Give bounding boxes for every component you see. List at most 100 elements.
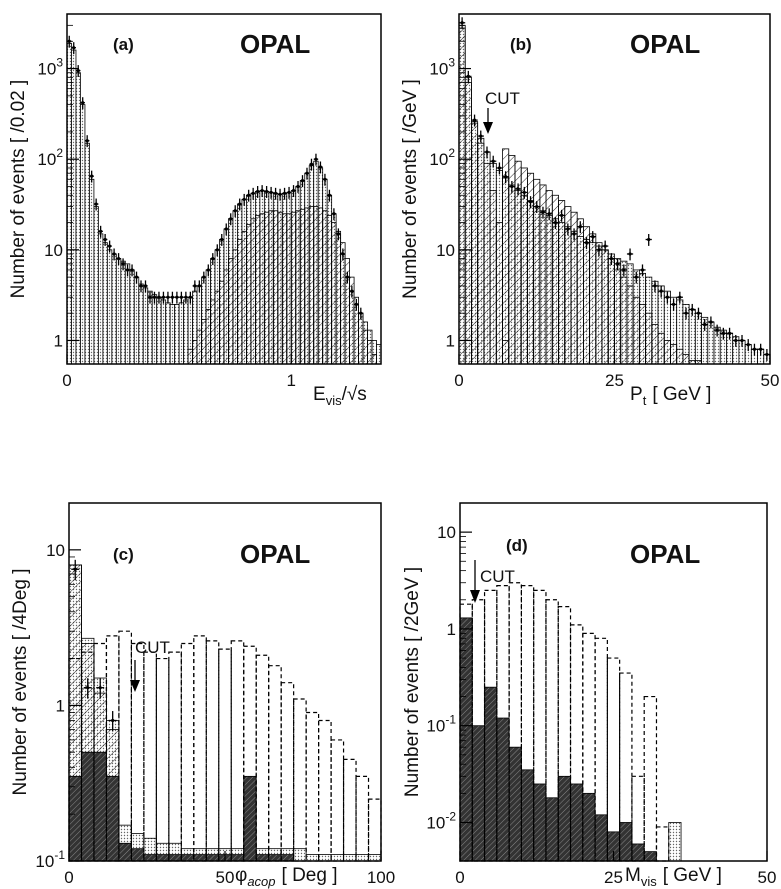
panel-b-data-point xyxy=(589,231,596,243)
panel-a-bin-hatched xyxy=(201,319,207,365)
panel-c-data-point xyxy=(108,711,117,732)
panel-b-data-point xyxy=(502,171,509,184)
panel-c-bin-dotted xyxy=(330,854,344,862)
panel-a-data-point xyxy=(143,280,148,293)
panel-b-data-point xyxy=(651,280,659,293)
panel-c-xtick-label: 50 xyxy=(216,868,235,887)
panel-d-xtick-label: 0 xyxy=(455,868,464,887)
panel-d-ytick-label: 10-1 xyxy=(426,713,456,736)
panel-d-bin-dark xyxy=(545,797,559,862)
panel-d-marks xyxy=(459,582,682,862)
panel-a-data-point xyxy=(125,264,130,277)
panel-b-data-point xyxy=(689,303,696,316)
panel-c-bin-dashed xyxy=(293,698,307,862)
panel-b-data-point xyxy=(639,264,646,277)
panel-a-data-point xyxy=(206,264,211,277)
panel-a-bin-hatched xyxy=(281,213,288,365)
panel-c-bin-dark xyxy=(106,775,120,862)
panel-a-bin-dotted xyxy=(178,302,185,365)
panel-a-data-point xyxy=(318,161,323,174)
panel-d-xtick-label: 25 xyxy=(604,868,623,887)
panel-d: (d) OPAL Number of events [ /2GeV ] Mvis… xyxy=(402,502,776,889)
panel-b-data-point xyxy=(602,240,609,253)
panel-b-data-point xyxy=(514,183,522,196)
panel-a-bin-dotted xyxy=(120,260,126,365)
panel-c-bin-dark xyxy=(168,854,182,862)
panel-b-data-point xyxy=(720,327,727,340)
panel-a-data-point xyxy=(201,271,207,284)
panel-b-data-point xyxy=(477,130,484,143)
panel-b-bin-hatched-tail xyxy=(657,332,665,365)
panel-d-ylabel: Number of events [ /2GeV ] xyxy=(402,567,423,797)
panel-c-bin-dark xyxy=(155,854,170,862)
panel-d-xtick-label: 50 xyxy=(758,868,777,887)
panel-a-bin-hatched xyxy=(331,222,337,365)
panel-a-data-point xyxy=(309,158,314,171)
panel-c-bin-dark xyxy=(180,854,195,862)
panel-b-bin-hatched-tail xyxy=(601,249,609,365)
panel-c-bin-dark xyxy=(280,854,295,862)
panel-a-bin-hatched xyxy=(295,210,301,365)
panel-c-bin-dark xyxy=(68,775,82,862)
panel-b-data-point xyxy=(620,264,627,277)
panel-d-ticks: 0 25 50 10-2 10-1 1 10 xyxy=(426,523,776,887)
panel-d-ytick-label: 1 xyxy=(447,620,456,639)
panel-a-bin-hatched xyxy=(205,309,211,365)
panel-a-ticks: 0 1 1 10 102 103 xyxy=(37,24,296,390)
panel-a-data-point xyxy=(147,291,153,304)
panel-a-bin-hatched xyxy=(268,210,274,365)
panel-b-data-point xyxy=(745,339,752,352)
panel-a-marks xyxy=(66,35,382,365)
panel-b-bin-hatched-tail xyxy=(663,340,671,365)
panel-b-data-point xyxy=(527,196,534,209)
panel-c-bin-dashed xyxy=(155,657,170,862)
panel-b-ylabel: Number of events [ /GeV ] xyxy=(400,79,421,299)
panel-a-bin-hatched xyxy=(335,230,342,365)
panel-a-data-point xyxy=(277,188,283,201)
panel-a-data-point xyxy=(268,186,274,199)
panel-c-xtick-label: 100 xyxy=(367,868,395,887)
panel-b-bin-hatched-tail xyxy=(589,233,597,365)
panel-a-data-point xyxy=(291,185,296,198)
panel-b-data-point xyxy=(726,327,733,340)
panel-d-xlabel: Mvis[ GeV ] xyxy=(625,865,722,889)
panel-d-bin-dark xyxy=(508,746,522,862)
panel-c-bin-dotted xyxy=(368,854,382,862)
panel-c-bin-dark xyxy=(205,854,220,862)
panel-c-bin-dark xyxy=(81,751,95,862)
panel-a-bin-hatched xyxy=(367,340,373,365)
panel-b-data-point xyxy=(577,221,584,234)
panel-b-bin-hatched xyxy=(489,190,497,365)
panel-a-data-point xyxy=(358,307,364,320)
panel-c-bin-dotted xyxy=(305,854,319,862)
panel-a-bin-dotted xyxy=(71,49,77,365)
panel-a-bin-dotted xyxy=(142,287,149,365)
panel-a-bin-hatched xyxy=(241,230,247,365)
panel-c-bin-dashed xyxy=(68,657,83,862)
panel-c-bin-dark xyxy=(93,751,107,862)
panel-b-data-point xyxy=(546,208,553,221)
panel-d-bin-dark xyxy=(619,822,633,862)
panel-d-bin-dark xyxy=(594,814,608,862)
panel-b-data-point xyxy=(676,291,683,304)
panel-c-bin-dashed xyxy=(318,719,332,862)
panel-a-data-point xyxy=(179,291,184,304)
panel-d-bin-dark xyxy=(521,769,535,862)
panel-b-data-point xyxy=(483,146,491,159)
panel-b-ticks: 0 25 50 1 10 102 103 xyxy=(429,24,779,390)
panel-b-ytick-label: 1 xyxy=(446,331,455,350)
panel-a-data-point xyxy=(273,187,278,200)
panel-b-data-point xyxy=(595,244,603,257)
panel-b-data-point xyxy=(614,258,621,271)
panel-a-bin-hatched xyxy=(371,354,377,365)
panel-a: (a) OPAL Number of events [ /0.02 ] Evis… xyxy=(8,13,382,408)
panel-c-cut-label: CUT xyxy=(135,638,170,657)
panel-c-bin-dashed xyxy=(305,711,320,862)
panel-a-data-point xyxy=(210,253,216,266)
panel-c-bin-dashed xyxy=(180,642,195,862)
panel-a-data-point xyxy=(286,186,292,199)
panel-b-bin-hatched xyxy=(483,162,491,365)
panel-a-bin-dotted xyxy=(174,304,180,365)
panel-c-bin-dotted xyxy=(293,848,307,862)
panel-b-bin-hatched xyxy=(458,27,466,365)
